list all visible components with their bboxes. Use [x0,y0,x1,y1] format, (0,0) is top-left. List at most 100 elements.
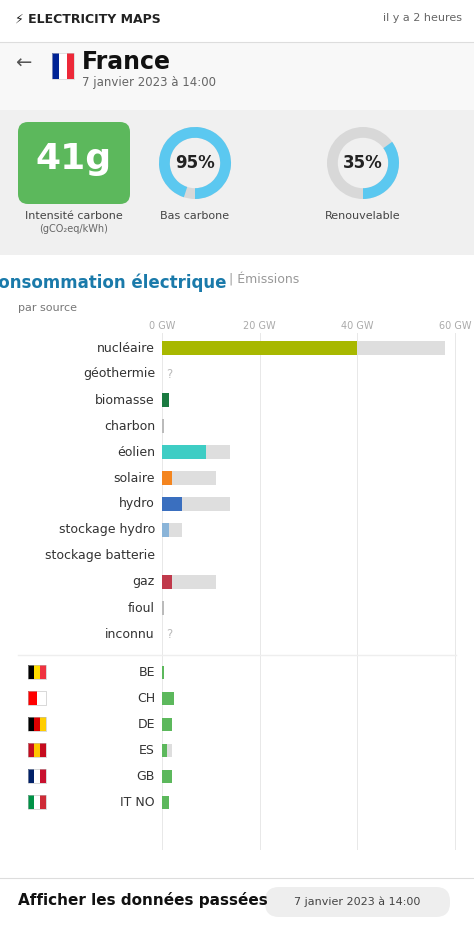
Bar [162,497,230,511]
Bar [0,878,474,933]
Text: ?: ? [166,368,172,381]
Bar [0,42,474,110]
Bar [0,255,474,878]
Text: | Émissions: | Émissions [229,273,299,287]
Bar [52,53,59,79]
Text: stockage hydro: stockage hydro [59,523,155,536]
Bar [40,795,46,809]
Bar [0,110,474,255]
Text: fioul: fioul [128,602,155,615]
Bar [28,665,46,679]
Bar [162,601,164,615]
Text: 7 janvier 2023 à 14:00: 7 janvier 2023 à 14:00 [82,76,216,89]
Bar [28,717,46,731]
Bar [162,717,172,731]
Bar [0,0,474,42]
Bar [162,744,172,757]
Text: Intensité carbone: Intensité carbone [25,211,123,221]
Text: il y a 2 heures: il y a 2 heures [383,13,462,23]
Bar [162,471,172,485]
Bar [52,53,74,79]
Bar [162,497,182,511]
Bar [28,795,34,809]
Bar [162,796,169,809]
Text: nucléaire: nucléaire [97,341,155,355]
Text: charbon: charbon [104,420,155,433]
FancyBboxPatch shape [18,122,130,204]
Bar [162,770,172,783]
Bar [40,743,46,757]
Bar [162,471,216,485]
Bar [34,795,40,809]
Bar [162,341,357,355]
Bar [28,691,37,705]
Text: stockage batterie: stockage batterie [45,550,155,563]
Text: 40 GW: 40 GW [341,321,374,331]
Bar [162,575,216,589]
Bar [162,522,169,537]
Text: BE: BE [138,665,155,678]
Wedge shape [159,127,231,199]
Bar [162,445,230,459]
Text: inconnu: inconnu [105,628,155,640]
Text: ←: ← [15,54,31,73]
Bar [162,575,172,589]
Text: solaire: solaire [113,471,155,484]
Bar [34,769,40,783]
Text: 41g: 41g [36,142,112,176]
Bar [28,743,46,757]
Text: IT NO: IT NO [120,796,155,809]
Bar [28,743,34,757]
Bar [40,665,46,679]
Bar [34,743,40,757]
Bar [162,522,182,537]
Text: ⚡ ELECTRICITY MAPS: ⚡ ELECTRICITY MAPS [15,13,161,26]
Bar [162,744,167,757]
Text: (gCO₂eq/kWh): (gCO₂eq/kWh) [39,224,109,234]
Text: 20 GW: 20 GW [243,321,276,331]
Text: Consommation électrique: Consommation électrique [0,273,227,291]
FancyBboxPatch shape [265,887,450,917]
Text: gaz: gaz [133,576,155,589]
Text: 95%: 95% [175,154,215,172]
Text: 60 GW: 60 GW [439,321,471,331]
Text: CH: CH [137,691,155,704]
Bar [28,665,34,679]
Wedge shape [159,127,231,199]
Text: DE: DE [137,717,155,731]
Bar [162,691,174,704]
Text: ?: ? [166,628,172,640]
Text: 35%: 35% [343,154,383,172]
Bar [162,445,206,459]
Bar [28,795,46,809]
Bar [40,717,46,731]
Text: 0 GW: 0 GW [149,321,175,331]
Bar [34,665,40,679]
Wedge shape [327,127,399,199]
Bar [162,393,169,407]
Text: Bas carbone: Bas carbone [160,211,229,221]
Bar [162,770,172,783]
Bar [37,691,46,705]
Bar [40,769,46,783]
Text: hydro: hydro [119,497,155,510]
Text: géothermie: géothermie [83,368,155,381]
Bar [28,691,46,705]
Bar [28,769,34,783]
Text: par source: par source [18,303,77,313]
Bar [162,665,164,678]
Bar [162,419,164,433]
Text: France: France [82,50,171,74]
Text: Renouvelable: Renouvelable [325,211,401,221]
Bar [28,769,46,783]
Bar [34,717,40,731]
Text: Afficher les données passées: Afficher les données passées [18,892,268,908]
Text: GB: GB [137,770,155,783]
Bar [162,341,445,355]
Text: ES: ES [139,744,155,757]
Text: éolien: éolien [117,445,155,458]
Text: 7 janvier 2023 à 14:00: 7 janvier 2023 à 14:00 [294,897,421,907]
Bar [67,53,74,79]
Bar [59,53,67,79]
Bar [28,717,34,731]
